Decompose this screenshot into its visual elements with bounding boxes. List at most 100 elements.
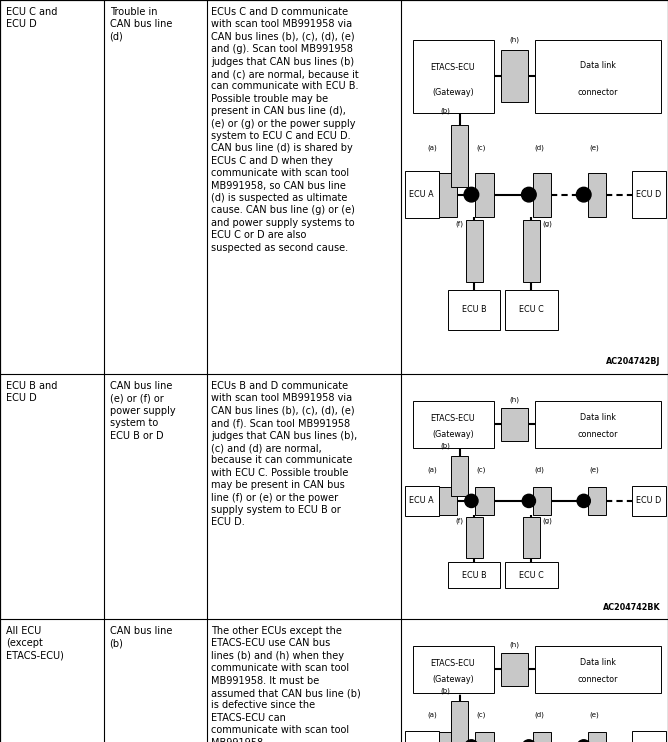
- Text: connector: connector: [578, 430, 619, 439]
- Bar: [588, 732, 606, 742]
- Bar: [632, 731, 666, 742]
- Text: Data link: Data link: [580, 61, 616, 70]
- Bar: [632, 171, 666, 218]
- Text: connector: connector: [578, 675, 619, 684]
- Text: (Gateway): (Gateway): [432, 675, 474, 684]
- Bar: [502, 407, 528, 441]
- Bar: [476, 487, 494, 515]
- Text: (e): (e): [589, 712, 599, 718]
- Bar: [476, 732, 494, 742]
- Text: ECU B: ECU B: [462, 571, 486, 580]
- Bar: [405, 485, 439, 516]
- Circle shape: [522, 187, 536, 202]
- Text: ECUs B and D communicate
with scan tool MB991958 via
CAN bus lines (b), (c), (d): ECUs B and D communicate with scan tool …: [211, 381, 357, 528]
- Text: ECU D: ECU D: [637, 496, 661, 505]
- Text: (d): (d): [534, 712, 544, 718]
- Bar: [448, 289, 500, 329]
- Text: CAN bus line
(e) or (f) or
power supply
system to
ECU B or D: CAN bus line (e) or (f) or power supply …: [110, 381, 175, 441]
- Text: ECU B and
ECU D: ECU B and ECU D: [6, 381, 57, 404]
- Text: (h): (h): [510, 396, 520, 403]
- Text: (c): (c): [477, 712, 486, 718]
- Bar: [523, 220, 540, 282]
- Text: Trouble in
CAN bus line
(d): Trouble in CAN bus line (d): [110, 7, 172, 42]
- Text: ETACS-ECU: ETACS-ECU: [431, 659, 476, 669]
- Bar: [413, 646, 494, 693]
- Text: (b): (b): [440, 442, 450, 449]
- Bar: [588, 487, 606, 515]
- Text: (c): (c): [477, 466, 486, 473]
- Bar: [502, 50, 528, 102]
- Bar: [413, 401, 494, 448]
- Circle shape: [522, 494, 536, 508]
- Bar: [466, 517, 482, 557]
- Text: ECU C and
ECU D: ECU C and ECU D: [6, 7, 57, 30]
- Text: (b): (b): [440, 108, 450, 114]
- Text: AC204742BK: AC204742BK: [603, 603, 661, 612]
- Text: ECU C: ECU C: [519, 305, 544, 314]
- Text: ECU D: ECU D: [637, 190, 661, 199]
- Text: ECU A: ECU A: [409, 496, 434, 505]
- Text: (a): (a): [428, 712, 438, 718]
- Circle shape: [464, 187, 479, 202]
- Text: (c): (c): [477, 145, 486, 151]
- Bar: [405, 171, 439, 218]
- Bar: [413, 39, 494, 113]
- Bar: [533, 487, 551, 515]
- Text: (g): (g): [542, 220, 552, 226]
- Bar: [535, 401, 661, 448]
- Text: (Gateway): (Gateway): [432, 430, 474, 439]
- Text: CAN bus line
(b): CAN bus line (b): [110, 626, 172, 649]
- Text: (h): (h): [510, 36, 520, 43]
- Bar: [439, 487, 457, 515]
- Text: connector: connector: [578, 88, 619, 96]
- Text: (f): (f): [455, 220, 463, 226]
- Text: ECU C: ECU C: [519, 571, 544, 580]
- Bar: [533, 173, 551, 217]
- Text: The other ECUs except the
ETACS-ECU use CAN bus
lines (b) and (h) when they
comm: The other ECUs except the ETACS-ECU use …: [211, 626, 361, 742]
- Text: (Gateway): (Gateway): [432, 88, 474, 96]
- Circle shape: [522, 740, 536, 742]
- Bar: [588, 173, 606, 217]
- Text: (g): (g): [542, 517, 552, 524]
- Bar: [523, 517, 540, 557]
- Bar: [506, 562, 558, 588]
- Text: ECUs C and D communicate
with scan tool MB991958 via
CAN bus lines (b), (c), (d): ECUs C and D communicate with scan tool …: [211, 7, 359, 252]
- Bar: [448, 562, 500, 588]
- Text: ECU A: ECU A: [409, 190, 434, 199]
- Text: ETACS-ECU: ETACS-ECU: [431, 63, 476, 72]
- Circle shape: [465, 740, 478, 742]
- Bar: [439, 173, 457, 217]
- Text: (e): (e): [589, 466, 599, 473]
- Bar: [451, 125, 468, 187]
- Bar: [451, 701, 468, 742]
- Bar: [506, 289, 558, 329]
- Text: Data link: Data link: [580, 413, 616, 421]
- Bar: [466, 220, 482, 282]
- Text: All ECU
(except
ETACS-ECU): All ECU (except ETACS-ECU): [6, 626, 64, 661]
- Bar: [632, 485, 666, 516]
- Bar: [535, 646, 661, 693]
- Text: (f): (f): [455, 517, 463, 524]
- Circle shape: [577, 740, 591, 742]
- Bar: [476, 173, 494, 217]
- Text: Data link: Data link: [580, 658, 616, 667]
- Text: (a): (a): [428, 145, 438, 151]
- Bar: [405, 731, 439, 742]
- Text: ETACS-ECU: ETACS-ECU: [431, 414, 476, 423]
- Circle shape: [465, 494, 478, 508]
- Text: (b): (b): [440, 688, 450, 695]
- Circle shape: [576, 187, 591, 202]
- Text: (d): (d): [534, 145, 544, 151]
- Bar: [451, 456, 468, 496]
- Text: (d): (d): [534, 466, 544, 473]
- Circle shape: [577, 494, 591, 508]
- Text: AC204742BJ: AC204742BJ: [607, 357, 661, 366]
- Bar: [502, 653, 528, 686]
- Bar: [439, 732, 457, 742]
- Text: (h): (h): [510, 642, 520, 648]
- Bar: [533, 732, 551, 742]
- Text: (a): (a): [428, 466, 438, 473]
- Bar: [535, 39, 661, 113]
- Text: (e): (e): [589, 145, 599, 151]
- Text: ECU B: ECU B: [462, 305, 486, 314]
